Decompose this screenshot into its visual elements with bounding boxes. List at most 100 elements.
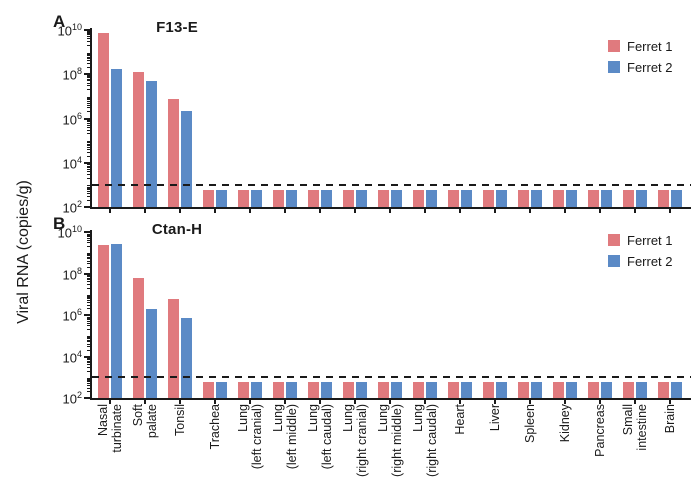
bar-ferret-1 xyxy=(518,189,529,207)
y-minor-tick xyxy=(87,339,90,341)
bar-ferret-1 xyxy=(273,189,284,207)
y-minor-tick xyxy=(87,165,90,167)
x-tick xyxy=(144,400,146,404)
bar-ferret-2 xyxy=(251,381,262,398)
legend: Ferret 1 Ferret 2 xyxy=(608,39,698,82)
x-tick-label: Lung (right caudal) xyxy=(411,404,439,477)
detection-limit-line xyxy=(92,183,691,186)
y-minor-tick xyxy=(87,107,90,109)
y-minor-tick xyxy=(87,277,90,279)
y-axis-label: Viral RNA (copies/g) xyxy=(15,180,32,324)
legend-label: Ferret 1 xyxy=(627,232,673,248)
y-minor-tick xyxy=(87,319,90,321)
y-minor-tick xyxy=(87,141,90,143)
bar-ferret-2 xyxy=(426,381,437,398)
y-minor-tick xyxy=(87,382,90,384)
bar-ferret-1 xyxy=(658,189,669,207)
y-minor-tick xyxy=(87,55,90,57)
x-tick xyxy=(669,209,671,213)
bar-ferret-2 xyxy=(601,189,612,207)
y-minor-tick xyxy=(87,377,90,379)
legend-swatch-icon xyxy=(608,40,620,52)
y-minor-tick xyxy=(87,89,90,91)
y-minor-tick xyxy=(87,102,90,104)
bar-ferret-2 xyxy=(356,381,367,398)
bar-ferret-1 xyxy=(133,278,144,398)
y-minor-tick xyxy=(87,82,90,84)
y-minor-tick xyxy=(87,78,90,80)
y-minor-tick xyxy=(87,296,90,298)
y-minor-tick xyxy=(87,44,90,46)
bar-ferret-1 xyxy=(168,298,179,398)
y-minor-tick xyxy=(87,370,90,372)
y-minor-tick xyxy=(87,266,90,268)
y-minor-tick xyxy=(87,378,90,380)
bar-ferret-1 xyxy=(588,189,599,207)
y-minor-tick xyxy=(87,379,90,381)
x-tick xyxy=(599,400,601,404)
bar-ferret-1 xyxy=(448,189,459,207)
x-tick xyxy=(354,209,356,213)
y-minor-tick xyxy=(87,191,90,193)
bar-ferret-2 xyxy=(356,189,367,207)
x-tick xyxy=(564,400,566,404)
y-minor-tick xyxy=(87,338,90,340)
legend-item: Ferret 1 xyxy=(608,39,698,54)
y-major-tick xyxy=(84,73,90,76)
y-minor-tick xyxy=(87,298,90,300)
bar-ferret-1 xyxy=(658,381,669,398)
y-minor-tick xyxy=(87,356,90,358)
y-minor-tick xyxy=(87,58,90,60)
bar-ferret-1 xyxy=(483,381,494,398)
x-tick xyxy=(319,209,321,213)
y-minor-tick xyxy=(87,385,90,386)
y-minor-tick xyxy=(87,320,90,322)
bar-ferret-1 xyxy=(273,381,284,398)
x-tick xyxy=(109,400,111,404)
y-minor-tick xyxy=(87,167,90,169)
y-minor-tick xyxy=(87,246,90,247)
bar-ferret-1 xyxy=(588,381,599,398)
x-tick xyxy=(109,209,111,213)
y-minor-tick xyxy=(87,279,90,281)
bar-ferret-1 xyxy=(343,381,354,398)
x-tick xyxy=(144,209,146,213)
y-minor-tick xyxy=(87,121,90,123)
bar-ferret-2 xyxy=(321,189,332,207)
x-tick xyxy=(529,400,531,404)
y-minor-tick xyxy=(87,171,90,173)
y-minor-tick xyxy=(87,234,90,236)
x-tick xyxy=(494,209,496,213)
y-minor-tick xyxy=(87,168,90,170)
y-minor-tick xyxy=(87,96,90,98)
y-tick-label: 104 xyxy=(62,348,82,365)
bar-ferret-2 xyxy=(146,308,157,398)
y-minor-tick xyxy=(87,99,90,101)
y-minor-tick xyxy=(87,143,90,145)
x-tick xyxy=(599,209,601,213)
y-minor-tick xyxy=(87,111,90,113)
y-minor-tick xyxy=(87,199,90,201)
y-major-tick xyxy=(84,231,90,233)
y-minor-tick xyxy=(87,316,90,318)
x-tick-label: Trachea xyxy=(208,404,222,450)
y-minor-tick xyxy=(87,142,90,144)
y-minor-tick xyxy=(87,336,90,338)
bar-ferret-2 xyxy=(496,381,507,398)
x-tick xyxy=(389,400,391,404)
y-minor-tick xyxy=(87,295,90,297)
bar-ferret-2 xyxy=(286,189,297,207)
bar-ferret-2 xyxy=(461,189,472,207)
bar-ferret-2 xyxy=(181,318,192,398)
x-tick xyxy=(284,400,286,404)
y-minor-tick xyxy=(87,260,90,262)
y-minor-tick xyxy=(87,359,90,361)
y-minor-tick xyxy=(87,56,90,58)
y-minor-tick xyxy=(87,308,90,310)
y-minor-tick xyxy=(87,187,90,189)
y-minor-tick xyxy=(87,98,90,100)
bar-ferret-2 xyxy=(321,381,332,398)
x-tick xyxy=(389,209,391,213)
bar-ferret-1 xyxy=(308,381,319,398)
y-minor-tick xyxy=(87,364,90,366)
